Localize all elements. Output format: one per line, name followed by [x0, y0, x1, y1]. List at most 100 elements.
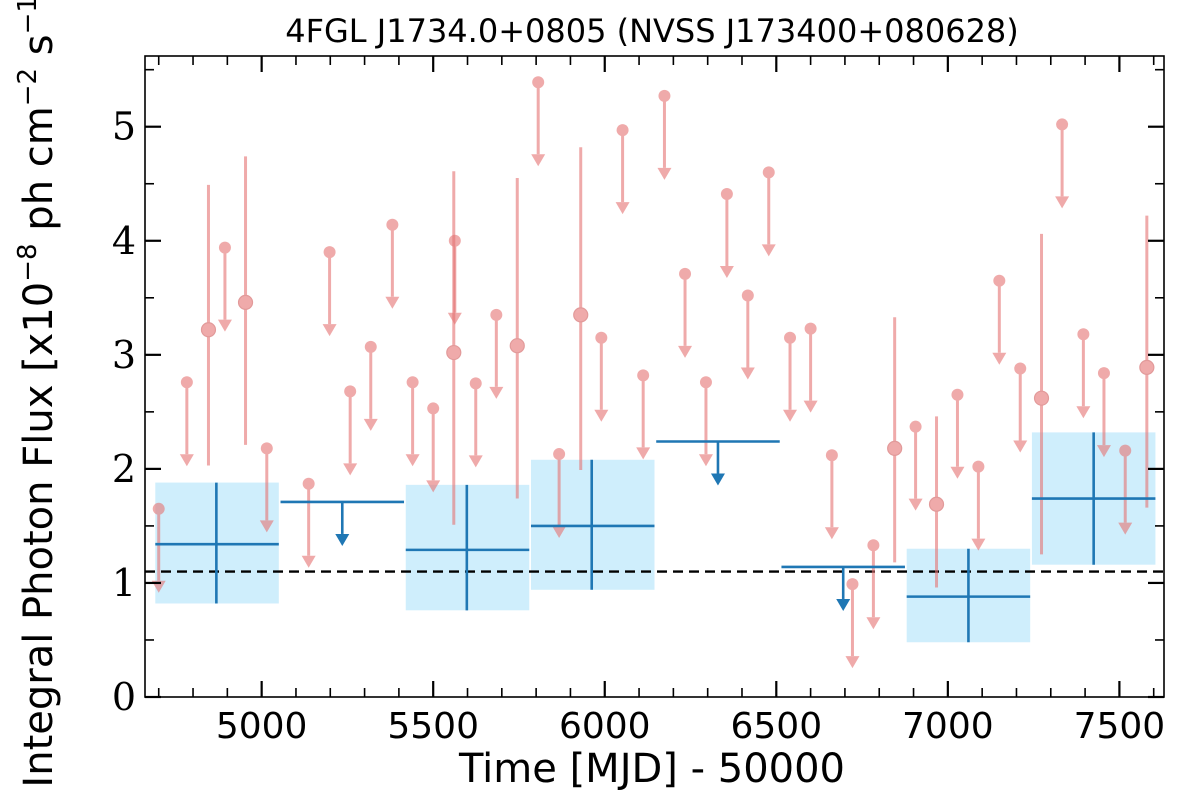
- short-bin-upper-limit: [761, 166, 776, 257]
- short-bin-detection: [887, 317, 903, 563]
- short-bin-limit-point: [364, 340, 377, 353]
- short-bin-limit-point: [658, 89, 671, 102]
- long-bin-bands: [155, 432, 1156, 643]
- short-bin-limit-point: [448, 234, 461, 247]
- short-bin-upper-limit: [426, 402, 441, 493]
- short-bin-limit-point: [951, 388, 964, 401]
- long-bin-detection: [906, 548, 1031, 643]
- short-bin-upper-limit: [740, 289, 755, 380]
- y-axis-label-exp1: −8: [13, 243, 43, 281]
- short-bin-limit-point: [218, 241, 231, 254]
- short-bin-limit-arrow: [447, 312, 462, 325]
- short-bin-detection: [446, 171, 462, 525]
- short-bin-point: [1139, 359, 1155, 375]
- short-bin-limit-arrow: [363, 418, 378, 431]
- short-bin-upper-limit: [489, 308, 504, 399]
- short-bin-limit-arrow: [322, 324, 337, 337]
- short-bin-limit-point: [406, 376, 419, 389]
- short-bin-upper-limit: [363, 340, 378, 431]
- long-bin-detection: [1031, 432, 1156, 565]
- short-bin-upper-limit: [259, 442, 274, 533]
- long-bin-detection: [530, 459, 655, 590]
- short-bin-upper-limit: [698, 376, 713, 467]
- short-bin-limit-point: [386, 218, 399, 231]
- short-bin-limit-point: [152, 502, 165, 515]
- y-tick-label: 4: [112, 219, 136, 263]
- short-bin-limit-point: [699, 376, 712, 389]
- short-bin-limit-arrow: [657, 167, 672, 180]
- x-tick-label: 6000: [559, 706, 651, 747]
- short-bin-limit-arrow: [992, 352, 1007, 365]
- short-bin-limit-arrow: [531, 154, 546, 167]
- short-bin-upper-limit: [385, 218, 400, 309]
- y-tick-label: 3: [112, 333, 136, 377]
- short-bin-limit-arrow: [179, 454, 194, 467]
- short-bin-limit-point: [1056, 118, 1069, 131]
- short-bin-limit-arrow: [385, 296, 400, 309]
- short-bin-limit-arrow: [489, 386, 504, 399]
- short-bin-limit-arrow: [783, 409, 798, 422]
- x-tick-label: 5500: [387, 706, 479, 747]
- short-bin-limit-point: [344, 385, 357, 398]
- long-bin-limit-arrow: [836, 598, 851, 611]
- x-tick-label: 7000: [902, 706, 994, 747]
- short-bin-limit-point: [302, 477, 315, 490]
- short-bin-limit-arrow: [426, 480, 441, 493]
- short-bin-limit-point: [846, 578, 859, 591]
- short-bin-detection: [1033, 233, 1050, 555]
- long-bin-detection: [155, 482, 279, 604]
- short-bin-detection: [928, 416, 945, 588]
- short-bin-limit-point: [427, 402, 440, 415]
- short-bin-upper-limit: [803, 322, 818, 413]
- short-bin-upper-limit: [866, 539, 881, 630]
- short-bin-limit-point: [679, 267, 692, 280]
- short-bin-limit-arrow: [217, 319, 232, 332]
- long-bin-upper-limit: [280, 500, 405, 546]
- short-bin-limit-arrow: [719, 266, 734, 279]
- short-bin-limit-arrow: [1096, 445, 1111, 458]
- short-bin-limit-arrow: [908, 498, 923, 511]
- short-bin-point: [200, 322, 217, 338]
- short-bin-upper-limit: [468, 377, 483, 468]
- long-bin-upper-limit: [781, 565, 905, 611]
- short-bin-upper-limit: [615, 124, 630, 215]
- short-bin-limit-arrow: [1055, 196, 1070, 209]
- short-bin-limit-point: [553, 448, 566, 461]
- y-tick-label: 1: [112, 561, 136, 605]
- short-bin-detection: [1139, 215, 1155, 508]
- short-bin-upper-limit: [908, 420, 923, 511]
- short-bin-upper-limit: [950, 388, 965, 479]
- short-bin-limit-point: [804, 322, 817, 335]
- y-axis-label-main: Integral Photon Flux [x10: [16, 282, 62, 788]
- short-bin-upper-limit: [657, 89, 672, 180]
- short-bin-upper-limit: [301, 477, 316, 568]
- short-bin-limit-arrow: [971, 538, 986, 551]
- short-bin-upper-limit: [845, 578, 860, 669]
- short-bin-limit-point: [180, 376, 193, 389]
- short-bin-limit-point: [867, 539, 880, 552]
- short-bin-limit-point: [784, 331, 797, 344]
- y-axis-label-end: s: [16, 34, 62, 68]
- short-bin-limit-point: [490, 308, 503, 321]
- short-bin-upper-limit: [1096, 367, 1111, 458]
- y-tick-label: 2: [112, 447, 136, 491]
- short-bin-limit-point: [720, 188, 733, 201]
- axis-ticks: [145, 56, 1164, 699]
- short-bin-limit-point: [616, 124, 629, 137]
- short-bin-detection: [509, 178, 525, 499]
- short-bin-point: [887, 440, 903, 456]
- short-bin-limit-point: [637, 369, 650, 382]
- short-bin-limit-arrow: [468, 455, 483, 468]
- short-bin-limit-arrow: [594, 409, 609, 422]
- y-axis-label-exp2: −2: [13, 68, 43, 106]
- short-bin-limit-arrow: [678, 345, 693, 358]
- x-axis-label: Time [MJD] - 50000: [458, 746, 845, 792]
- short-bin-upper-limit: [824, 449, 839, 540]
- short-bin-limit-arrow: [950, 466, 965, 479]
- short-bin-limit-arrow: [636, 447, 651, 460]
- long-bin-limit-arrow: [335, 533, 350, 546]
- short-bin-upper-limit: [552, 448, 567, 539]
- short-bin-limit-point: [825, 449, 838, 462]
- short-bin-upper-limit: [447, 234, 462, 325]
- short-bin-upper-limit: [1076, 328, 1091, 419]
